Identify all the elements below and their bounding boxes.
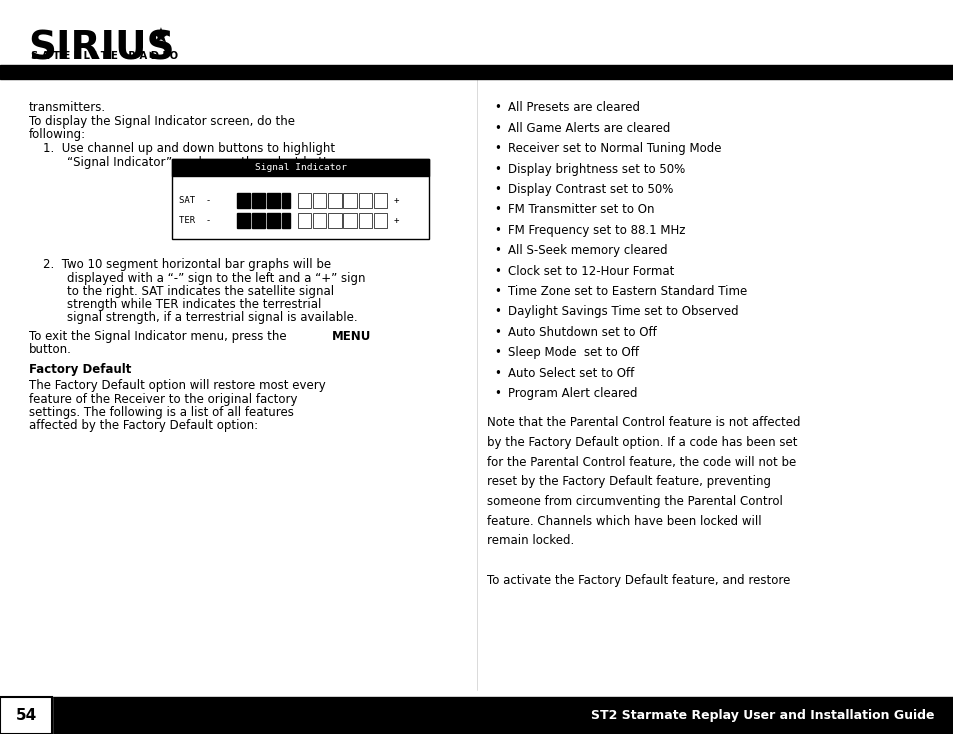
Text: Note that the Parental Control feature is not affected: Note that the Parental Control feature i…	[486, 416, 800, 429]
Text: S A T E L L I T E   R A D I O: S A T E L L I T E R A D I O	[30, 51, 177, 62]
Text: signal strength, if a terrestrial signal is available.: signal strength, if a terrestrial signal…	[67, 311, 357, 324]
Text: TER  -: TER -	[179, 216, 212, 225]
Bar	[0, 697, 953, 734]
Text: All Game Alerts are cleared: All Game Alerts are cleared	[508, 122, 670, 135]
Text: +: +	[394, 196, 399, 205]
Text: someone from circumventing the Parental Control: someone from circumventing the Parental …	[486, 495, 781, 508]
Text: Display Contrast set to 50%: Display Contrast set to 50%	[508, 183, 673, 196]
Text: To exit the Signal Indicator menu, press the: To exit the Signal Indicator menu, press…	[29, 330, 290, 343]
Text: Signal Indicator: Signal Indicator	[254, 163, 346, 172]
Text: To display the Signal Indicator screen, do the: To display the Signal Indicator screen, …	[29, 115, 294, 128]
Text: •: •	[494, 387, 500, 400]
Bar	[297, 213, 311, 228]
Bar	[328, 213, 341, 228]
Bar	[172, 159, 429, 176]
Text: •: •	[494, 183, 500, 196]
Text: settings. The following is a list of all features: settings. The following is a list of all…	[29, 406, 294, 419]
Text: Time Zone set to Eastern Standard Time: Time Zone set to Eastern Standard Time	[508, 285, 747, 298]
Text: All Presets are cleared: All Presets are cleared	[508, 101, 639, 115]
Bar	[172, 159, 429, 239]
Bar	[0, 697, 52, 734]
Bar	[374, 193, 387, 208]
Text: button.: button.	[29, 343, 71, 356]
Bar	[374, 213, 387, 228]
Bar	[0, 697, 52, 734]
Text: •: •	[494, 285, 500, 298]
Text: Display brightness set to 50%: Display brightness set to 50%	[508, 162, 685, 175]
Text: following:: following:	[29, 128, 86, 142]
Text: Receiver set to Normal Tuning Mode: Receiver set to Normal Tuning Mode	[508, 142, 721, 155]
Text: SAT  -: SAT -	[179, 196, 212, 205]
Bar	[282, 193, 290, 208]
Text: ST2 Starmate Replay User and Installation Guide: ST2 Starmate Replay User and Installatio…	[591, 709, 934, 722]
Text: •: •	[494, 122, 500, 135]
Text: 54: 54	[15, 708, 37, 723]
Bar	[328, 193, 341, 208]
Text: feature. Channels which have been locked will: feature. Channels which have been locked…	[486, 515, 760, 528]
Text: FM Transmitter set to On: FM Transmitter set to On	[508, 203, 655, 217]
Text: “Signal Indicator”, and press the select button.: “Signal Indicator”, and press the select…	[67, 156, 346, 169]
Text: •: •	[494, 326, 500, 339]
Bar	[343, 213, 356, 228]
Text: •: •	[494, 305, 500, 319]
Text: To activate the Factory Default feature, and restore: To activate the Factory Default feature,…	[486, 573, 789, 586]
Text: remain locked.: remain locked.	[486, 534, 573, 548]
Text: FM Frequency set to 88.1 MHz: FM Frequency set to 88.1 MHz	[508, 224, 685, 237]
Text: Sleep Mode  set to Off: Sleep Mode set to Off	[508, 346, 639, 359]
Text: by the Factory Default option. If a code has been set: by the Factory Default option. If a code…	[486, 436, 796, 449]
Text: Program Alert cleared: Program Alert cleared	[508, 387, 638, 400]
Bar	[252, 213, 265, 228]
Text: transmitters.: transmitters.	[29, 101, 106, 115]
Text: to the right. SAT indicates the satellite signal: to the right. SAT indicates the satellit…	[67, 285, 334, 298]
Text: feature of the Receiver to the original factory: feature of the Receiver to the original …	[29, 393, 296, 406]
Bar	[236, 193, 250, 208]
Text: All S-Seek memory cleared: All S-Seek memory cleared	[508, 244, 667, 257]
Text: SIRIUS: SIRIUS	[29, 29, 175, 68]
Text: 1.  Use channel up and down buttons to highlight: 1. Use channel up and down buttons to hi…	[43, 142, 335, 156]
Text: •: •	[494, 244, 500, 257]
Text: •: •	[494, 346, 500, 359]
Bar	[236, 213, 250, 228]
Bar	[252, 193, 265, 208]
Text: •: •	[494, 224, 500, 237]
Bar	[267, 193, 280, 208]
Text: Factory Default: Factory Default	[29, 363, 131, 376]
Text: •: •	[494, 366, 500, 379]
Text: Auto Select set to Off: Auto Select set to Off	[508, 366, 634, 379]
Text: for the Parental Control feature, the code will not be: for the Parental Control feature, the co…	[486, 456, 795, 468]
Text: •: •	[494, 162, 500, 175]
Bar	[297, 193, 311, 208]
Text: reset by the Factory Default feature, preventing: reset by the Factory Default feature, pr…	[486, 475, 770, 488]
Bar	[313, 193, 326, 208]
Bar	[282, 213, 290, 228]
Text: Auto Shutdown set to Off: Auto Shutdown set to Off	[508, 326, 657, 339]
Text: •: •	[494, 264, 500, 277]
Bar	[0, 65, 953, 79]
Text: •: •	[494, 142, 500, 155]
Text: +: +	[394, 216, 399, 225]
Text: strength while TER indicates the terrestrial: strength while TER indicates the terrest…	[67, 298, 321, 311]
Text: •: •	[494, 203, 500, 217]
Bar	[358, 193, 372, 208]
Text: ★: ★	[151, 28, 171, 48]
Text: Daylight Savings Time set to Observed: Daylight Savings Time set to Observed	[508, 305, 739, 319]
Text: The Factory Default option will restore most every: The Factory Default option will restore …	[29, 379, 325, 393]
Text: •: •	[494, 101, 500, 115]
Text: displayed with a “-” sign to the left and a “+” sign: displayed with a “-” sign to the left an…	[67, 272, 365, 285]
Bar	[343, 193, 356, 208]
Bar	[267, 213, 280, 228]
Bar	[358, 213, 372, 228]
Text: affected by the Factory Default option:: affected by the Factory Default option:	[29, 419, 257, 432]
Text: 2.  Two 10 segment horizontal bar graphs will be: 2. Two 10 segment horizontal bar graphs …	[43, 258, 331, 272]
Bar	[313, 213, 326, 228]
Text: Clock set to 12-Hour Format: Clock set to 12-Hour Format	[508, 264, 674, 277]
Text: MENU: MENU	[332, 330, 371, 343]
